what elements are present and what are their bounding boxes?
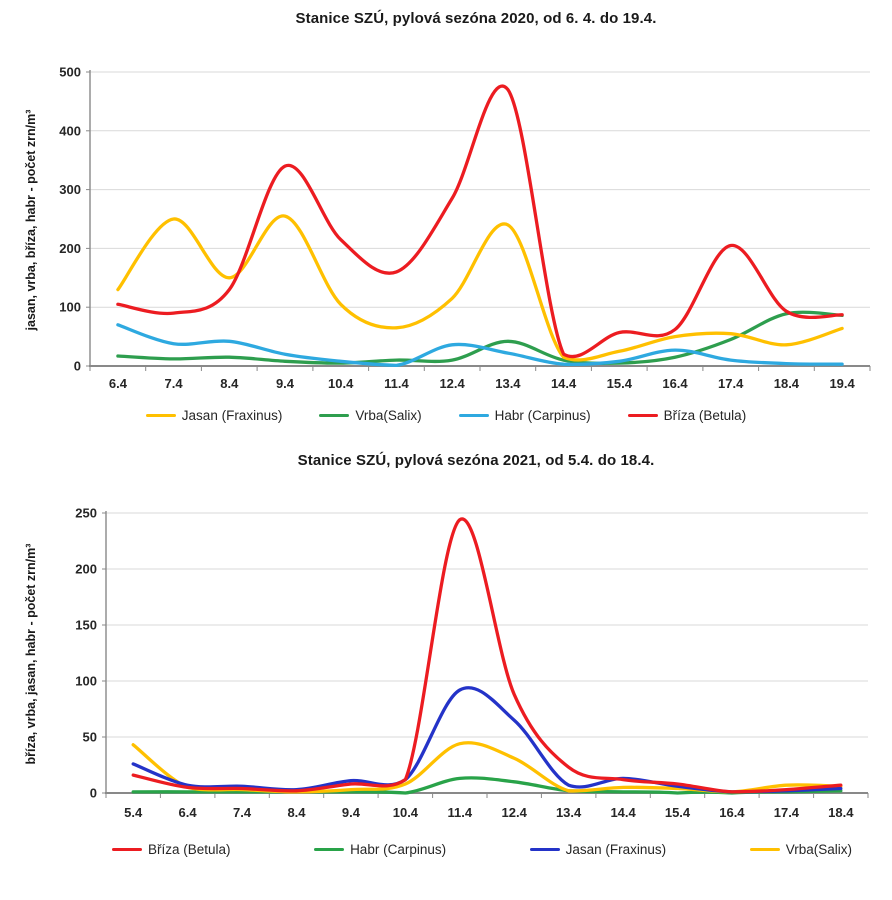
- legend-item: Habr (Carpinus): [314, 842, 446, 857]
- gridlines: [106, 512, 868, 738]
- x-tick-label: 7.4: [233, 805, 252, 820]
- series-line-b-za-betula-: [131, 517, 843, 794]
- x-tick-label: 17.4: [718, 376, 744, 391]
- chart-2021-title: Stanice SZÚ, pylová sezóna 2021, od 5.4.…: [297, 452, 655, 469]
- legend-label: Habr (Carpinus): [350, 842, 447, 857]
- series-line-b-za-betula-: [116, 84, 844, 359]
- y-tick-label: 50: [83, 730, 97, 745]
- x-tick-label: 18.4: [774, 376, 800, 391]
- legend-item: Jasan (Fraxinus): [529, 842, 667, 857]
- x-tick-label: 9.4: [342, 805, 361, 820]
- x-tick-label: 11.4: [384, 376, 409, 391]
- x-tick-label: 6.4: [109, 376, 128, 391]
- y-tick-label: 0: [90, 786, 97, 801]
- legend-item: Vrba(Salix): [749, 842, 852, 857]
- x-tick-label: 8.4: [220, 376, 239, 391]
- legend-swatch: [112, 847, 142, 852]
- x-tick-label: 12.4: [439, 376, 465, 391]
- series-line-jasan-fraxinus-: [131, 686, 843, 794]
- series-line-vrba-salix-: [116, 310, 844, 365]
- y-tick-label: 100: [59, 300, 81, 315]
- legend-label: Bříza (Betula): [148, 842, 231, 857]
- series-line-vrba-salix-: [131, 741, 843, 794]
- x-tick-labels: 6.4 7.4 8.4 9.4 10.4 11.4 12.4 13.4 14.4 15.4 16.4…: [109, 376, 856, 391]
- axes: [105, 511, 868, 794]
- y-tick-label: 250: [75, 506, 97, 521]
- legend-item: Bříza (Betula): [112, 842, 231, 857]
- x-tick-label: 8.4: [287, 805, 306, 820]
- legend-swatch: [529, 847, 560, 852]
- chart-2020-legend: Jasan (Fraxinus) Vrba(Salix) Habr (Carpinu…: [0, 408, 892, 423]
- x-tick-label: 17.4: [774, 805, 800, 820]
- y-tick-labels: 0 50 100 150 200 250: [75, 506, 97, 801]
- legend-label: Bříza (Betula): [663, 408, 747, 423]
- legend-label: Jasan (Fraxinus): [181, 408, 283, 423]
- legend-label: Vrba(Salix): [355, 408, 422, 423]
- y-tick-label: 100: [75, 674, 97, 689]
- x-tick-label: 14.4: [610, 805, 636, 820]
- legend-label: Habr (Carpinus): [494, 408, 591, 423]
- x-tick-label: 10.4: [328, 376, 354, 391]
- x-tick-label: 12.4: [502, 805, 528, 820]
- legend-label: Vrba(Salix): [785, 842, 852, 857]
- x-tick-label: 9.4: [276, 376, 295, 391]
- x-tick-label: 16.4: [662, 376, 688, 391]
- legend-item: Vrba(Salix): [319, 408, 422, 423]
- x-tick-label: 14.4: [551, 376, 577, 391]
- legend-item: Bříza (Betula): [627, 408, 747, 423]
- y-tick-label: 400: [59, 123, 81, 138]
- series-line-habr-carpinus-: [116, 323, 844, 368]
- x-tick-label: 13.4: [495, 376, 521, 391]
- legend-swatch: [314, 847, 345, 852]
- y-tick-labels: 0 100 200 300 400 500: [59, 65, 81, 374]
- axis-ticks: [86, 71, 871, 371]
- chart-2020-title: Stanice SZÚ, pylová sezóna 2020, od 6. 4…: [295, 10, 657, 27]
- x-tick-labels: 5.4 6.4 7.4 8.4 9.4 10.4 11.4 12.4 13.4 14.4 15.4 1…: [124, 805, 854, 820]
- y-tick-label: 300: [59, 182, 81, 197]
- y-tick-label: 0: [74, 359, 81, 374]
- x-tick-label: 13.4: [556, 805, 582, 820]
- y-tick-label: 200: [75, 562, 97, 577]
- x-tick-label: 16.4: [719, 805, 745, 820]
- x-tick-label: 5.4: [124, 805, 143, 820]
- x-tick-label: 6.4: [179, 805, 198, 820]
- x-tick-label: 19.4: [829, 376, 855, 391]
- legend-item: Habr (Carpinus): [458, 408, 591, 423]
- chart-2021-plot-area: 0 50 100 150 200 250 5.4 6.4 7.4 8.4 9.4 10.4 11.4 12…: [75, 506, 869, 820]
- chart-2021-legend: Bříza (Betula) Habr (Carpinus) Jasan (Frax…: [112, 842, 852, 857]
- legend-swatch: [627, 413, 658, 418]
- y-tick-label: 150: [75, 618, 97, 633]
- legend-swatch: [319, 413, 350, 418]
- y-tick-label: 200: [59, 241, 81, 256]
- x-tick-label: 10.4: [393, 805, 419, 820]
- legend-swatch: [749, 847, 780, 852]
- axes: [89, 70, 870, 367]
- legend-swatch: [458, 413, 489, 418]
- x-tick-label: 18.4: [828, 805, 854, 820]
- chart-2020-plot-area: 0 100 200 300 400 500 6.4 7.4 8.4 9.4 10.4 11.4 12.4…: [59, 65, 871, 391]
- axis-ticks: [102, 512, 869, 798]
- gridlines: [90, 71, 870, 308]
- x-tick-label: 15.4: [665, 805, 691, 820]
- x-tick-label: 11.4: [448, 805, 473, 820]
- series-line-jasan-fraxinus-: [116, 214, 844, 362]
- legend-item: Jasan (Fraxinus): [145, 408, 283, 423]
- legend-label: Jasan (Fraxinus): [565, 842, 667, 857]
- y-tick-label: 500: [59, 65, 81, 80]
- legend-swatch: [145, 413, 176, 418]
- x-tick-label: 7.4: [165, 376, 184, 391]
- x-tick-label: 15.4: [607, 376, 633, 391]
